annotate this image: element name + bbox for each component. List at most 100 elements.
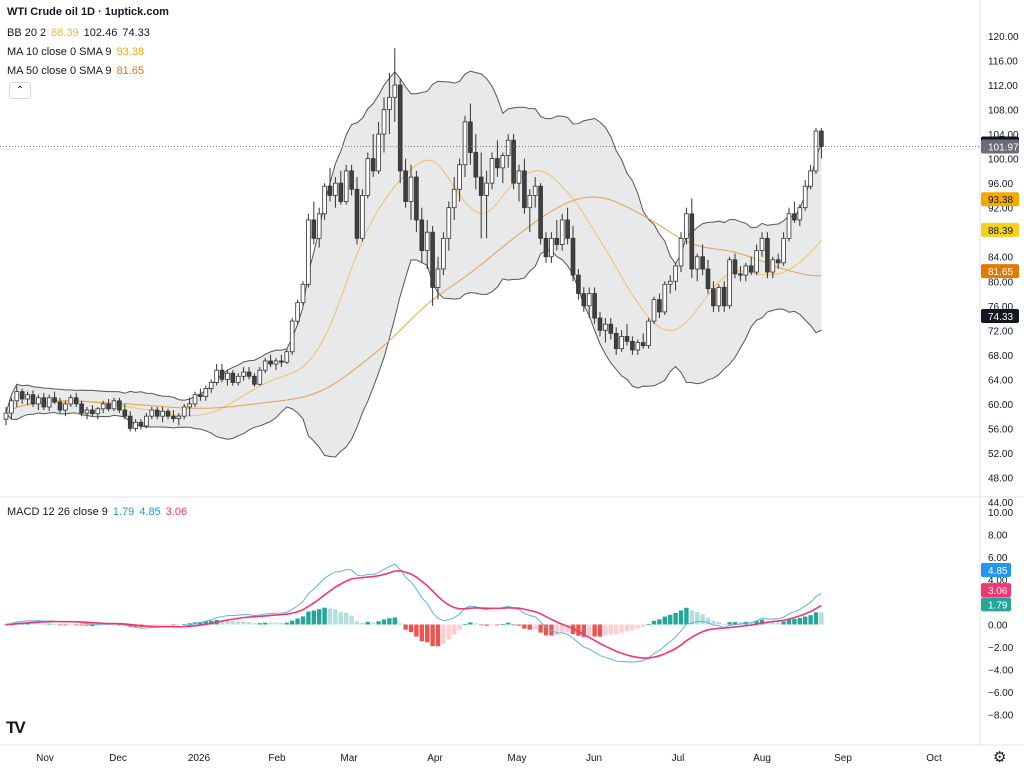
candle-body: [802, 185, 808, 209]
candle-body: [192, 394, 198, 405]
candle-body: [630, 340, 635, 351]
candle-body: [694, 256, 700, 270]
macd-histogram-bar: [171, 624, 176, 626]
candle-body: [9, 400, 14, 414]
macd-histogram-bar: [273, 622, 279, 625]
macd-histogram-bar: [403, 624, 408, 630]
candle-body: [95, 408, 101, 415]
macd-histogram-bar: [678, 610, 684, 625]
candle-body: [495, 158, 500, 169]
macd-histogram-bar: [695, 611, 700, 625]
price-axis-tick: 64.00: [988, 375, 1013, 386]
macd-histogram-bar: [776, 622, 781, 625]
macd-histogram-bar: [392, 617, 397, 625]
price-axis-tick: 96.00: [988, 179, 1013, 190]
macd-histogram-bar: [219, 620, 225, 625]
macd-hist-value: 1.79: [112, 506, 135, 518]
candle-body: [554, 237, 560, 245]
candle-body: [478, 176, 484, 196]
ma10-legend[interactable]: MA 10 close 0 SMA 9 93.38: [7, 45, 149, 59]
candle-body: [160, 410, 165, 417]
macd-axis-tick: 0.00: [988, 621, 1008, 632]
macd-histogram-bar: [203, 621, 208, 625]
candle-body: [349, 170, 354, 190]
price-axis-tick: 48.00: [988, 473, 1013, 484]
candle-body: [700, 256, 705, 270]
macd-value-label: 1.79: [988, 600, 1008, 611]
macd-histogram-bar: [608, 624, 613, 635]
candle-body: [203, 388, 209, 397]
macd-histogram-bar: [279, 622, 284, 625]
candle-body: [646, 320, 651, 347]
candle-body: [581, 293, 587, 307]
macd-histogram-bar: [500, 623, 505, 625]
macd-histogram-bar: [716, 621, 721, 625]
time-axis-tick: Sep: [834, 753, 852, 764]
macd-histogram-bar: [106, 624, 111, 626]
macd-histogram-bar: [419, 624, 424, 642]
candle-body: [14, 391, 20, 402]
macd-axis-tick: 6.00: [988, 553, 1008, 564]
macd-histogram-bar: [630, 624, 635, 631]
macd-histogram-bar: [560, 624, 565, 634]
macd-histogram-bar: [101, 624, 106, 626]
macd-histogram-bar: [387, 618, 392, 625]
macd-histogram-bar: [30, 622, 36, 625]
ma50-legend[interactable]: MA 50 close 0 SMA 9 81.65: [7, 64, 149, 78]
candle-body: [684, 213, 689, 239]
price-label: 74.33: [988, 312, 1013, 323]
macd-histogram-bar: [808, 615, 813, 625]
macd-histogram-bar: [749, 622, 754, 625]
candle-body: [300, 283, 306, 304]
macd-histogram-bar: [155, 624, 160, 626]
time-axis-tick: Feb: [268, 753, 286, 764]
price-axis-tick: 52.00: [988, 449, 1013, 460]
macd-histogram-bar: [538, 624, 543, 633]
candle-body: [268, 360, 273, 365]
candle-body: [516, 170, 522, 184]
macd-legend[interactable]: MACD 12 26 close 9 1.79 4.85 3.06: [7, 505, 192, 519]
candle-body: [252, 375, 257, 385]
candle-body: [106, 403, 111, 410]
tradingview-logo[interactable]: TV: [6, 718, 26, 737]
candle-body: [149, 409, 155, 417]
bb-legend[interactable]: BB 20 2 88.39 102.46 74.33: [7, 26, 155, 40]
candle-body: [565, 219, 570, 239]
macd-label-bg: [981, 597, 1011, 612]
gear-icon[interactable]: ⚙: [993, 749, 1007, 766]
chart-title: WTI Crude oil 1D · 1uptick.com: [7, 6, 169, 18]
candle-body: [613, 332, 619, 350]
time-axis-tick: Jun: [586, 753, 602, 764]
candle-body: [181, 406, 187, 417]
macd-histogram-bar: [187, 623, 192, 625]
candle-body: [154, 409, 160, 417]
macd-histogram-bar: [117, 624, 122, 626]
candle-body: [41, 397, 47, 408]
candle-body: [79, 403, 84, 414]
candle-body: [473, 152, 479, 178]
macd-histogram-bar: [149, 624, 154, 626]
macd-histogram-bar: [511, 624, 516, 626]
candle-body: [640, 342, 646, 347]
candle-body: [657, 299, 662, 313]
macd-label-bg: [981, 562, 1011, 577]
candle-body: [225, 372, 230, 380]
macd-histogram-bar: [268, 622, 273, 625]
macd-histogram-bar: [587, 624, 592, 637]
macd-histogram-bar: [36, 623, 41, 625]
macd-histogram-bar: [68, 624, 73, 626]
candle-body: [527, 195, 533, 209]
price-axis-tick: 104.00: [988, 130, 1019, 141]
macd-line-value: 4.85: [139, 506, 161, 518]
candle-body: [424, 231, 430, 252]
price-axis-tick: 120.00: [988, 32, 1019, 43]
collapse-legend-button[interactable]: ⌃: [9, 82, 31, 99]
candle-body: [306, 219, 311, 285]
macd-histogram-bar: [90, 624, 95, 627]
macd-histogram-bar: [354, 621, 360, 625]
candle-body: [257, 369, 263, 385]
macd-histogram-bar: [657, 619, 662, 625]
macd-histogram-bar: [522, 624, 527, 629]
macd-histogram-bar: [57, 624, 63, 626]
